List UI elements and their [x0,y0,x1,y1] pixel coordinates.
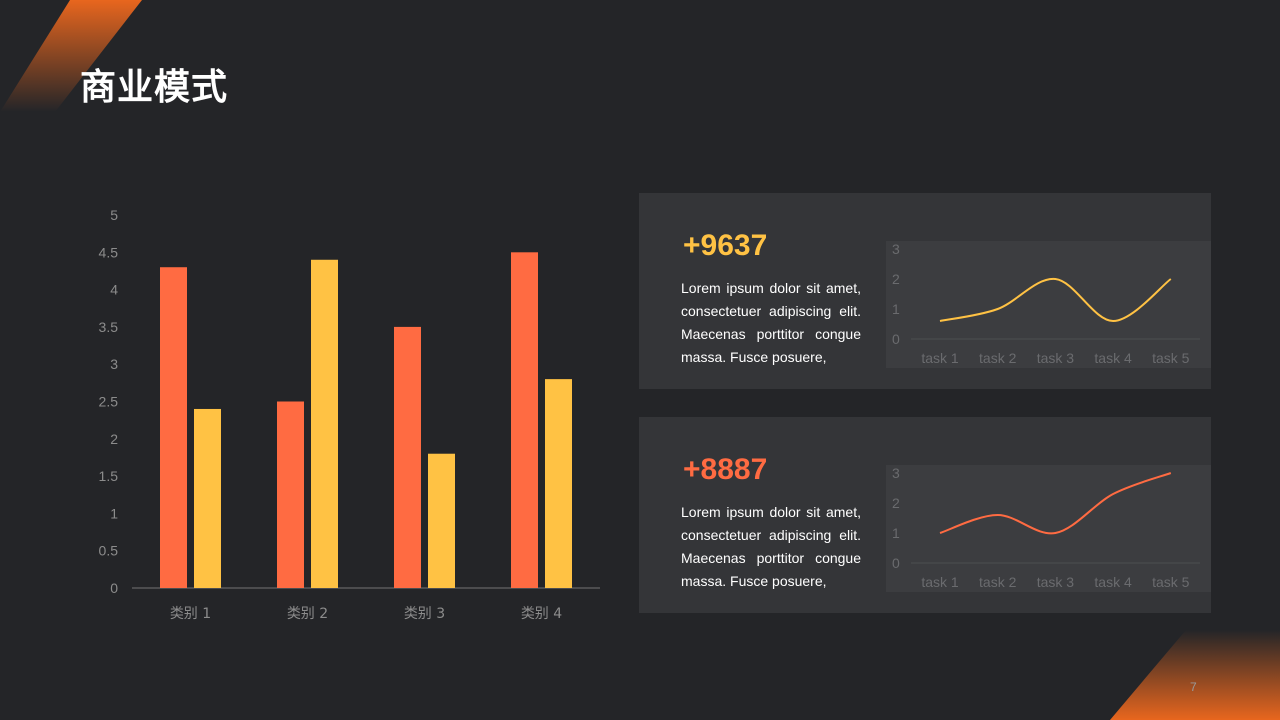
bar [394,326,421,588]
y-tick-label: 3 [892,465,900,481]
x-tick-label: task 2 [979,574,1017,590]
bar-chart: 0 0.5 1 1.5 2 2.5 3 3.5 4 4.5 5 类别 1 类别 2 类别 3 类别 4 [99,207,600,622]
corner-decoration-bottom-right [1110,630,1280,720]
stat-card-2: +8887 Lorem ipsum dolor sit amet, consec… [639,417,1211,613]
page-number: 7 [1190,680,1197,694]
bar [277,401,304,588]
stat-value: +9637 [683,229,768,262]
y-tick-label: 1 [892,301,900,317]
y-tick-label: 3 [892,241,900,257]
y-tick-label: 3 [110,356,118,372]
x-tick-label: task 4 [1094,574,1132,590]
y-tick-label: 2 [892,271,900,287]
bar [511,252,538,589]
x-tick-label: task 3 [1037,574,1075,590]
y-tick-label: 0.5 [99,543,119,559]
mini-line-chart-2: 0 1 2 3 task 1 task 2 task 3 task 4 task 5 [886,465,1211,592]
y-tick-label: 0 [110,580,118,596]
x-tick-label: task 5 [1152,350,1190,366]
bar [545,379,572,588]
stat-card-1: +9637 Lorem ipsum dolor sit amet, consec… [639,193,1211,389]
stat-value: +8887 [683,453,768,486]
mini-line-chart-1: 0 1 2 3 task 1 task 2 task 3 task 4 task 5 [886,241,1211,368]
x-tick-label: task 1 [921,350,959,366]
x-tick-label: 类别 2 [287,606,328,622]
x-tick-label: task 5 [1152,574,1190,590]
y-tick-label: 1 [110,505,118,521]
y-tick-label: 1 [892,525,900,541]
slide-title: 商业模式 [80,67,229,108]
x-tick-label: task 1 [921,574,959,590]
series-line [939,277,1172,323]
x-tick-label: task 2 [979,350,1017,366]
stat-description: Lorem ipsum dolor sit amet, consectetuer… [681,280,861,365]
x-tick-label: task 3 [1037,350,1075,366]
bar [311,259,338,588]
y-tick-label: 1.5 [99,468,119,484]
corner-decoration-top-left [0,0,142,112]
stat-description: Lorem ipsum dolor sit amet, consectetuer… [681,504,861,589]
y-tick-label: 3.5 [99,319,119,335]
y-tick-label: 0 [892,331,900,347]
bar [428,453,455,588]
y-tick-label: 4.5 [99,244,119,260]
y-tick-label: 0 [892,555,900,571]
y-tick-label: 2 [892,495,900,511]
plot-background [886,465,1211,592]
x-tick-label: 类别 3 [404,606,445,622]
y-tick-label: 5 [110,207,118,223]
y-tick-label: 2 [110,431,118,447]
y-tick-label: 4 [110,282,118,298]
bar [160,267,187,588]
x-tick-label: 类别 4 [521,606,562,622]
x-tick-label: task 4 [1094,350,1132,366]
x-tick-label: 类别 1 [170,606,211,622]
bar [194,408,221,588]
series-line [939,472,1172,535]
y-tick-label: 2.5 [99,394,119,410]
plot-background [886,241,1211,368]
